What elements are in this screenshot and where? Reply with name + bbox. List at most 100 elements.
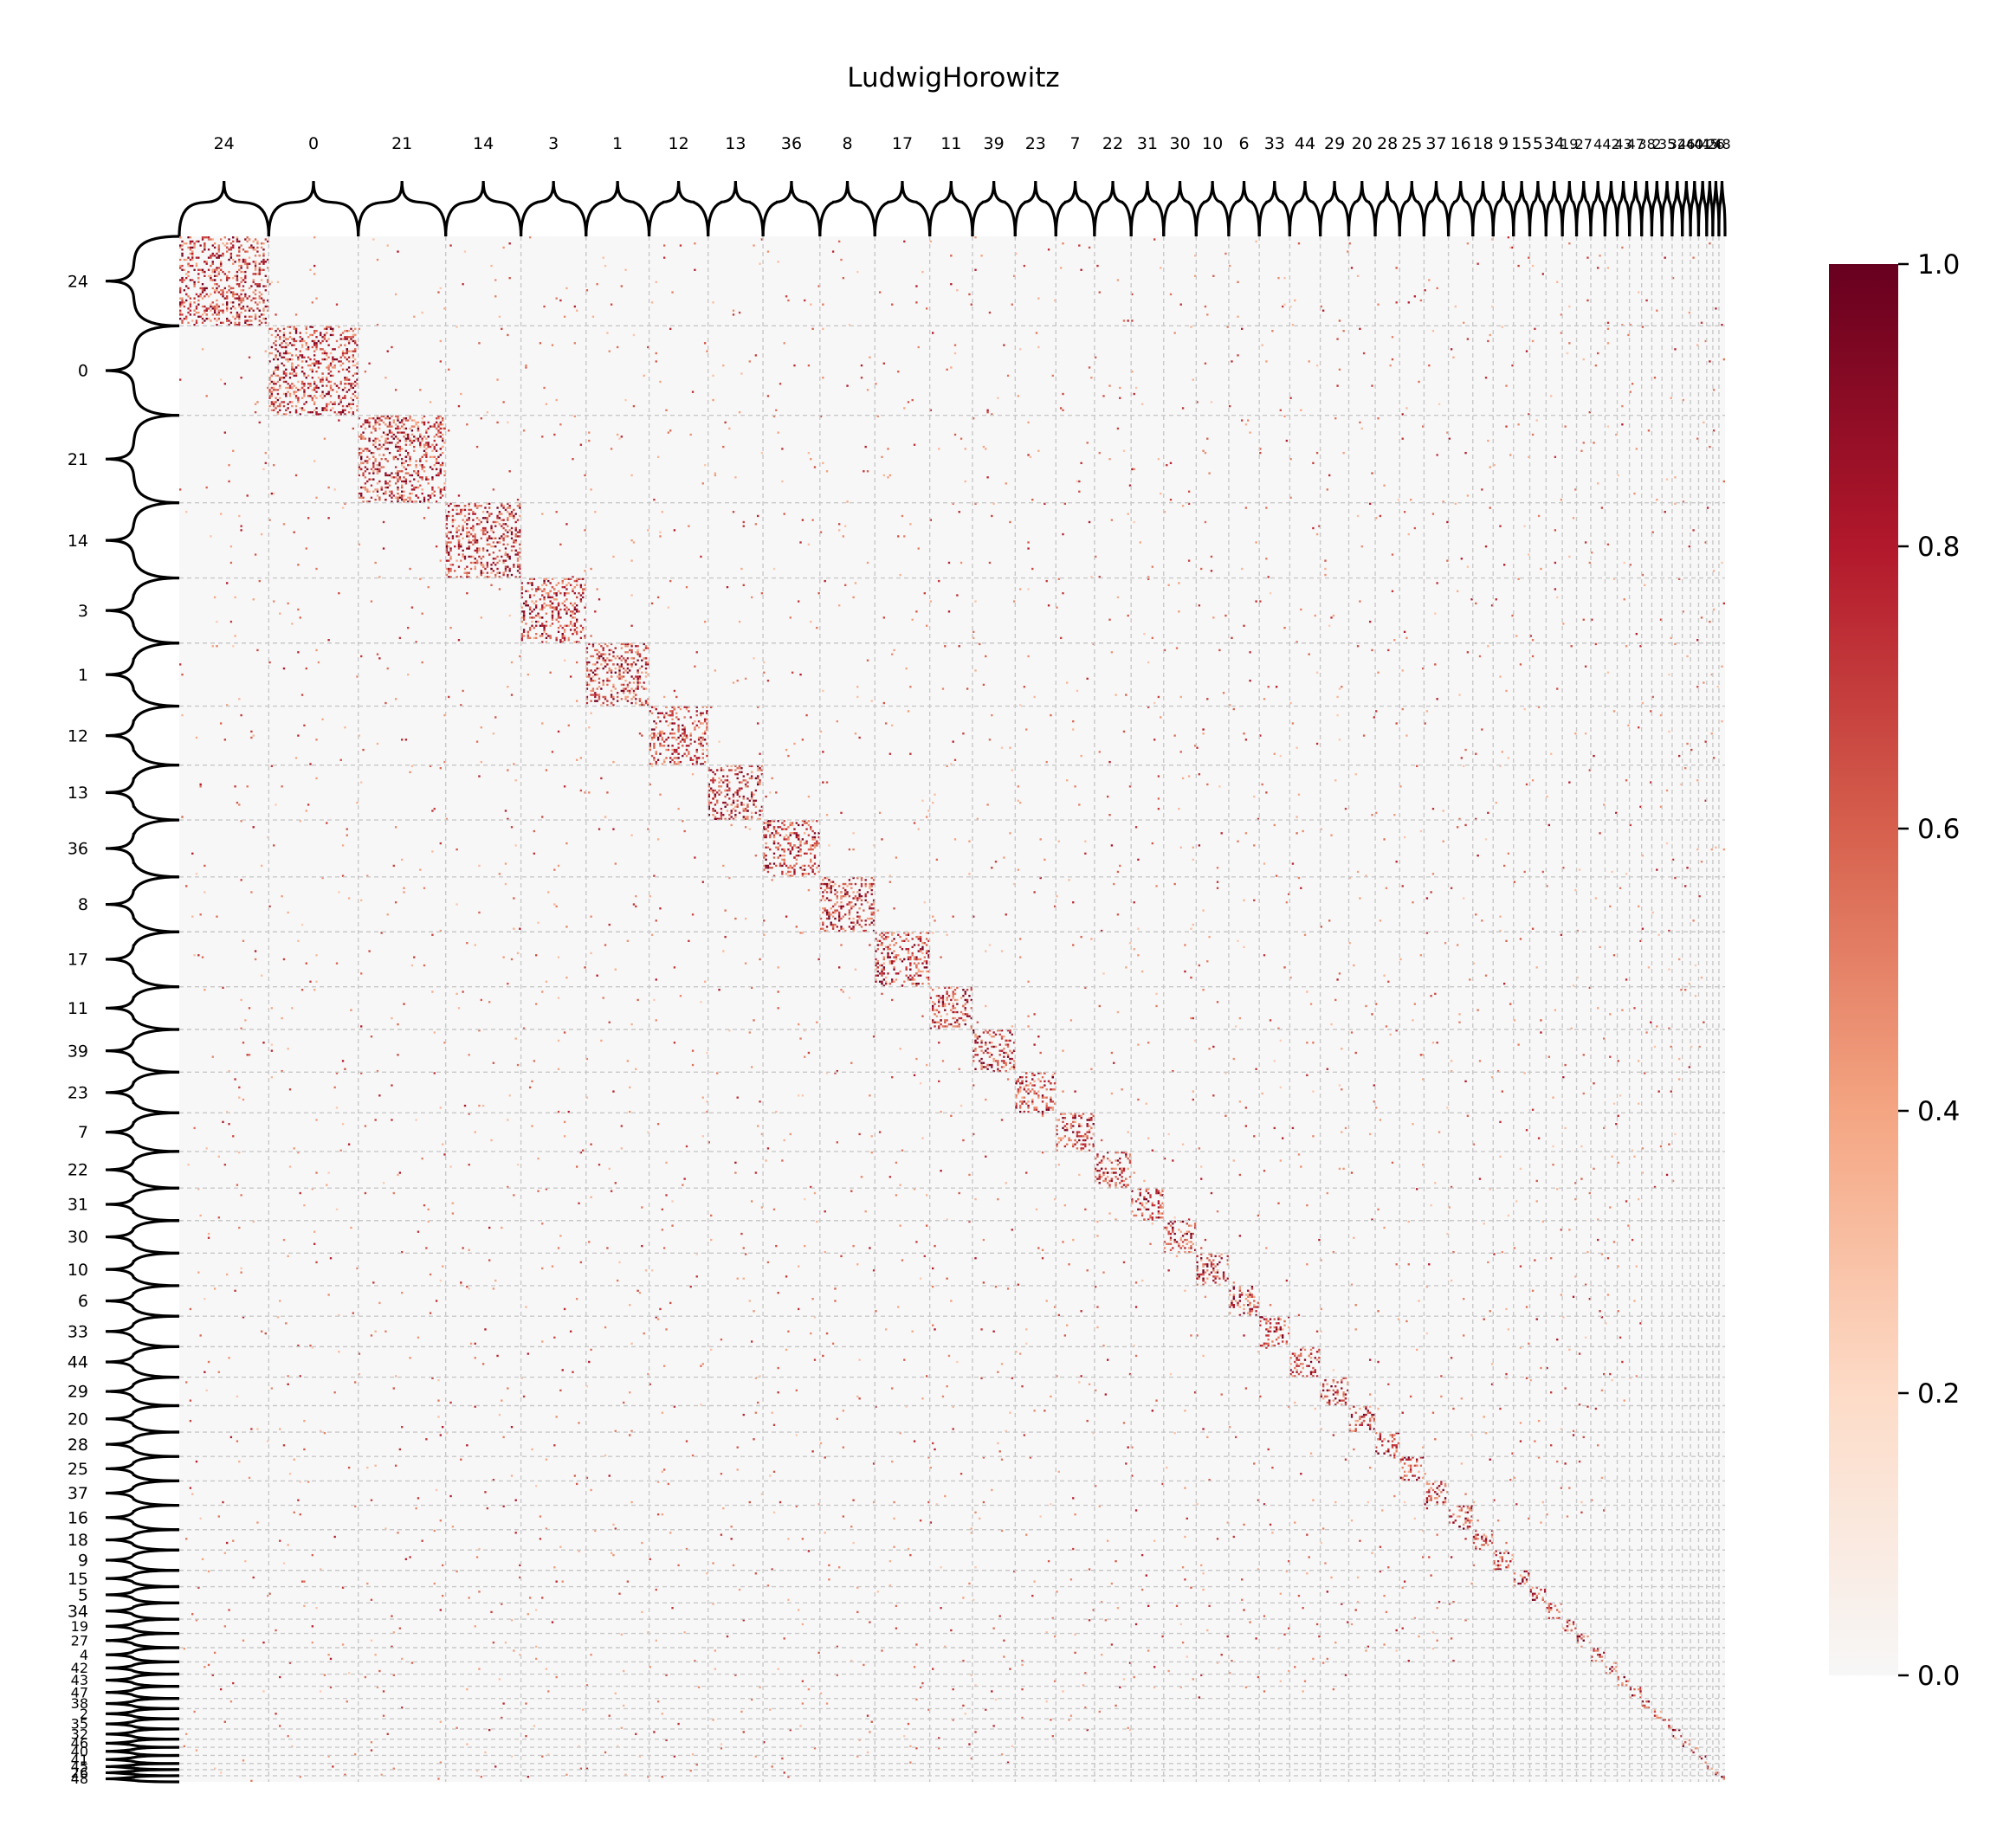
heatmap-cell	[543, 602, 546, 605]
heatmap-cell	[630, 665, 633, 668]
heatmap-cell	[229, 246, 233, 249]
heatmap-cell	[254, 268, 257, 271]
heatmap-cell	[994, 861, 998, 863]
heatmap-cell	[982, 445, 985, 448]
heatmap-cell	[258, 323, 261, 326]
heatmap-cell	[766, 250, 770, 253]
heatmap-cell	[1586, 299, 1589, 302]
heatmap-cell	[565, 612, 568, 615]
heatmap-cell	[1499, 765, 1502, 768]
heatmap-cell	[268, 661, 271, 664]
heatmap-cell	[347, 336, 351, 339]
heatmap-cell	[478, 555, 481, 558]
heatmap-cell	[374, 437, 377, 440]
heatmap-cell	[1638, 726, 1640, 729]
heatmap-cell	[339, 383, 342, 385]
heatmap-cell	[384, 377, 387, 379]
heatmap-cell	[1629, 390, 1632, 393]
heatmap-cell	[372, 490, 375, 493]
heatmap-cell	[195, 256, 198, 259]
heatmap-cell	[766, 823, 770, 827]
heatmap-cell	[882, 474, 885, 477]
heatmap-cell	[675, 751, 678, 753]
heatmap-cell	[313, 350, 316, 352]
heatmap-cell	[997, 397, 999, 399]
heatmap-cell	[888, 474, 892, 477]
heatmap-cell	[771, 867, 773, 869]
heatmap-cell	[397, 445, 399, 448]
heatmap-cell	[555, 398, 558, 402]
heatmap-cell	[1606, 671, 1610, 674]
heatmap-cell	[207, 317, 210, 320]
heatmap-cell	[475, 559, 479, 562]
heatmap-cell	[714, 472, 717, 474]
heatmap-cell	[623, 689, 625, 693]
heatmap-cell	[1419, 299, 1423, 302]
heatmap-cell	[712, 791, 714, 794]
heatmap-cell	[1025, 728, 1028, 731]
heatmap-cell	[398, 448, 402, 450]
heatmap-cell	[275, 389, 277, 391]
heatmap-cell	[326, 326, 328, 328]
heatmap-cell	[279, 352, 281, 355]
heatmap-cell	[785, 838, 788, 841]
heatmap-cell	[242, 279, 245, 281]
heatmap-cell	[798, 836, 800, 839]
heatmap-cell	[1157, 797, 1160, 800]
heatmap-cell	[507, 517, 509, 519]
heatmap-cell	[647, 828, 649, 830]
heatmap-cell	[216, 299, 218, 302]
heatmap-cell	[490, 584, 493, 586]
heatmap-cell	[701, 712, 704, 714]
heatmap-cell	[201, 305, 204, 308]
heatmap-cell	[1342, 330, 1345, 332]
heatmap-cell	[716, 811, 719, 815]
heatmap-cell	[244, 276, 247, 280]
heatmap-cell	[520, 639, 523, 642]
heatmap-cell	[596, 283, 598, 286]
heatmap-cell	[181, 303, 184, 306]
heatmap-cell	[496, 561, 499, 565]
heatmap-cell	[740, 567, 743, 571]
heatmap-cell	[1110, 651, 1114, 654]
heatmap-cell	[1062, 242, 1064, 245]
heatmap-cell	[185, 276, 188, 280]
heatmap-cell	[417, 496, 420, 499]
heatmap-cell	[313, 395, 316, 397]
heatmap-cell	[579, 594, 583, 597]
heatmap-cell	[763, 868, 766, 871]
heatmap-cell	[1360, 545, 1363, 548]
heatmap-cell	[565, 610, 568, 613]
heatmap-cell	[364, 466, 367, 468]
heatmap-cell	[565, 842, 568, 845]
heatmap-cell	[1336, 384, 1339, 387]
heatmap-cell	[211, 238, 214, 241]
heatmap-cell	[443, 486, 446, 489]
heatmap-cell	[694, 665, 696, 668]
heatmap-cell	[254, 403, 257, 405]
heatmap-cell	[504, 810, 507, 812]
heatmap-cell	[732, 511, 735, 513]
heatmap-cell	[736, 803, 739, 806]
heatmap-cell	[388, 417, 391, 420]
heatmap-cell	[366, 448, 369, 450]
heatmap-cell	[382, 492, 385, 495]
heatmap-cell	[1063, 502, 1067, 506]
heatmap-cell	[555, 511, 558, 513]
heatmap-cell	[305, 547, 307, 550]
heatmap-cell	[294, 757, 298, 759]
heatmap-cell	[475, 547, 479, 550]
heatmap-cell	[474, 558, 476, 560]
heatmap-cell	[769, 823, 772, 827]
heatmap-cell	[781, 855, 784, 857]
heatmap-cell	[315, 360, 318, 363]
heatmap-cell	[539, 598, 542, 601]
heatmap-cell	[543, 579, 546, 583]
heatmap-cell	[950, 283, 953, 286]
heatmap-cell	[1338, 368, 1341, 371]
heatmap-cell	[572, 604, 574, 607]
heatmap-cell	[813, 846, 817, 849]
heatmap-cell	[423, 436, 426, 438]
heatmap-cell	[266, 299, 269, 302]
heatmap-cell	[276, 327, 280, 331]
